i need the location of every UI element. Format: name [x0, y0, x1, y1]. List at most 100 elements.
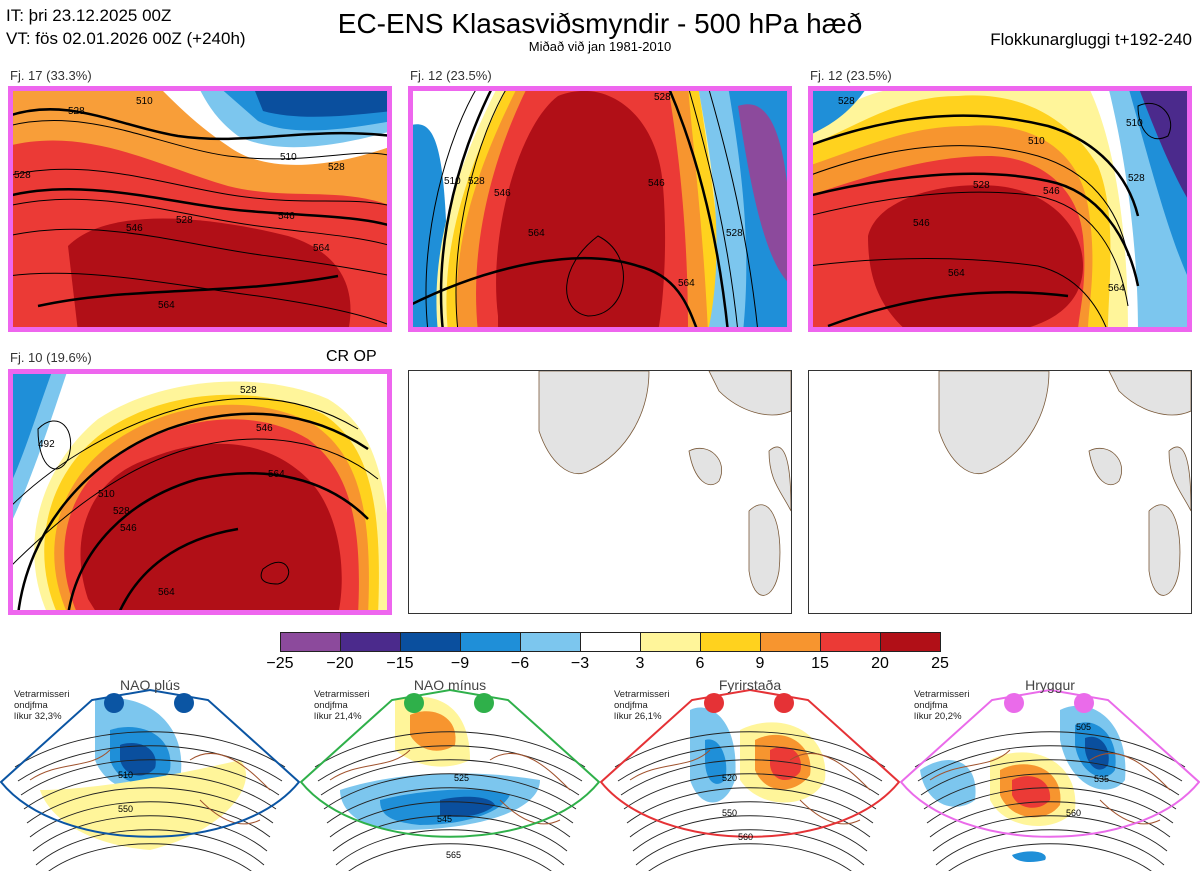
contour-label: 510: [136, 96, 153, 107]
height-contour: [326, 787, 574, 824]
height-contour: [35, 829, 265, 866]
contour-label: 528: [240, 385, 257, 396]
height-contour: [320, 759, 580, 796]
contour-label: 564: [678, 278, 695, 289]
colorbar-tick-label: −15: [386, 655, 414, 672]
height-contour: [17, 745, 283, 782]
contour-label: 528: [68, 106, 85, 117]
height-contour: [26, 787, 274, 824]
regime-probability-note: Vetrarmisseri ondjfma líkur 20,2%: [914, 689, 969, 722]
contour-label: 564: [313, 243, 330, 254]
colorbar-tick-label: −3: [570, 655, 590, 672]
page-subtitle: Miðað við jan 1981-2010: [528, 39, 672, 54]
regime-indicator-dot: [474, 693, 494, 713]
height-contour: [929, 801, 1171, 838]
contour-label: 528: [328, 162, 345, 173]
colorbar-tick-label: 15: [811, 655, 829, 672]
regime-note-line: Vetrarmisseri: [914, 689, 970, 700]
regime-map-1: 510 550: [0, 688, 301, 871]
regime-contour-label: 550: [118, 804, 133, 814]
height-contour: [314, 731, 586, 768]
regime-title: NAO plús: [120, 677, 180, 693]
regime-note-line: ondjfma: [914, 700, 948, 711]
regime-note-line: líkur 26,1%: [614, 711, 662, 722]
contour-label: 528: [973, 180, 990, 191]
regime-probability-note: Vetrarmisseri ondjfma líkur 21,4%: [314, 689, 369, 722]
regime-indicator-dot: [174, 693, 194, 713]
regime-title: Fyrirstaða: [718, 677, 782, 693]
contour-label: 564: [1108, 283, 1125, 294]
initial-time: IT: þri 23.12.2025 00Z: [6, 6, 172, 25]
regime-probability-note: Vetrarmisseri ondjfma líkur 26,1%: [614, 689, 669, 722]
regime-contour-label: 565: [446, 850, 461, 860]
regime-note-line: Vetrarmisseri: [314, 689, 370, 700]
regime-note-line: líkur 20,2%: [914, 711, 962, 722]
height-contour: [32, 815, 268, 852]
anomaly-blob: [1085, 736, 1109, 770]
height-contour: [617, 745, 883, 782]
contour-label: 546: [648, 178, 665, 189]
contour-label: 564: [268, 469, 285, 480]
height-contour: [923, 773, 1177, 810]
height-contour: [629, 801, 871, 838]
height-contour: [317, 745, 583, 782]
height-contour: [335, 829, 565, 866]
colorbar-tick-label: −6: [510, 655, 530, 672]
contour-label: 564: [528, 228, 545, 239]
contour-label: 510: [1126, 118, 1143, 129]
contour-label: 546: [278, 211, 295, 222]
contour-label: 546: [120, 523, 137, 534]
regime-indicator-dot: [704, 693, 724, 713]
header-times: IT: þri 23.12.2025 00Z VT: fös 02.01.202…: [6, 4, 246, 50]
contour-label: 564: [158, 587, 175, 598]
coastline: [329, 749, 571, 825]
contour-label: 510: [98, 489, 115, 500]
colorbar-tick-label: −20: [326, 655, 354, 672]
panel-4-label: Fj. 10 (19.6%): [10, 350, 92, 365]
contour-label: 564: [948, 268, 965, 279]
height-contour: [614, 731, 886, 768]
contour-label: 546: [126, 223, 143, 234]
anomaly-blob: [1012, 776, 1051, 808]
colorbar-tick-label: 20: [871, 655, 889, 672]
anomaly-blob: [40, 760, 246, 850]
cluster-map-1: 528 510 528 546 528 546 564 564 528 510: [8, 86, 392, 332]
contour-label: 528: [468, 176, 485, 187]
contour-label: 510: [444, 176, 461, 187]
contour-label: 546: [913, 218, 930, 229]
regime-contour-label: 520: [722, 773, 737, 783]
contour-label: 546: [1043, 186, 1060, 197]
regime-contour-label: 550: [722, 808, 737, 818]
height-contour: [332, 815, 568, 852]
page-title: EC-ENS Klasasviðsmyndir - 500 hPa hæð: [337, 8, 863, 39]
empty-map-6: [808, 370, 1192, 614]
contour-label: 528: [14, 170, 31, 181]
contour-label: 528: [1128, 173, 1145, 184]
contour-label: 528: [726, 228, 743, 239]
height-contour: [323, 773, 577, 810]
height-contour: [917, 745, 1183, 782]
regime-indicator-dot: [404, 693, 424, 713]
colorbar-swatch: [880, 632, 941, 652]
contour-label: 492: [38, 439, 55, 450]
cluster-map-2: 510 528 546 564 528 564 546 528: [408, 86, 792, 332]
contour-label: 528: [654, 92, 671, 103]
colorbar-tick-label: 25: [931, 655, 949, 672]
height-contour: [635, 829, 865, 866]
regime-title: NAO mínus: [413, 677, 487, 693]
regime-contour-label: 545: [437, 814, 452, 824]
regime-contour-label: 535: [1094, 774, 1109, 784]
regime-map-3: 520 550 560: [599, 688, 901, 871]
anomaly-blob: [120, 742, 156, 776]
regime-map-4: 505 535 560: [899, 688, 1200, 871]
regime-contour-label: 560: [738, 832, 753, 842]
height-contour: [48, 843, 252, 871]
regime-note-line: Vetrarmisseri: [14, 689, 70, 700]
regime-indicator-dot: [1074, 693, 1094, 713]
height-contour: [632, 815, 868, 852]
colorbar-tick-label: 3: [635, 655, 645, 672]
contour-label: 510: [1028, 136, 1045, 147]
colorbar-tick-label: −25: [266, 655, 294, 672]
regime-note-line: Vetrarmisseri: [614, 689, 670, 700]
